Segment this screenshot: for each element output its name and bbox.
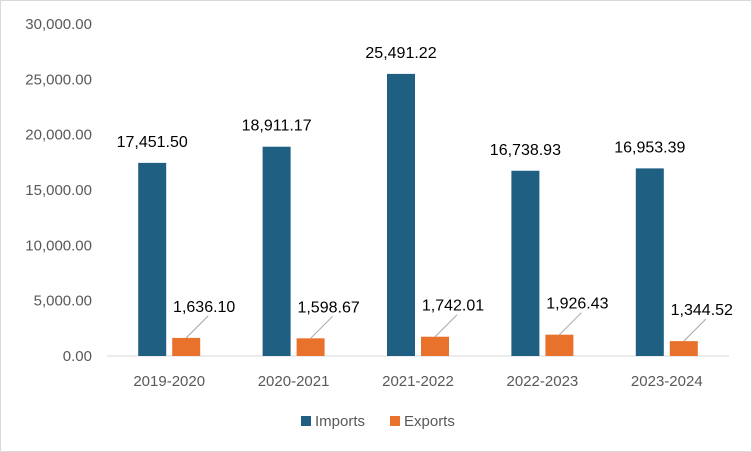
exports-leader-line	[683, 318, 707, 342]
exports-bar	[296, 338, 325, 356]
imports-bar	[138, 162, 167, 356]
y-tick-label: 10,000.00	[25, 237, 92, 254]
exports-data-label: 1,344.52	[671, 302, 733, 319]
imports-bar	[511, 170, 540, 356]
exports-leader-line	[559, 312, 582, 336]
y-tick-label: 30,000.00	[25, 16, 92, 33]
x-tick-label: 2019-2020	[133, 373, 205, 390]
imports-bar	[262, 146, 291, 356]
legend-label: Exports	[404, 413, 455, 430]
y-tick-label: 0.00	[63, 348, 92, 365]
y-tick-label: 5,000.00	[34, 293, 92, 310]
imports-data-label: 25,491.22	[365, 45, 436, 62]
imports-data-label: 16,738.93	[490, 142, 561, 159]
y-tick-label: 25,000.00	[25, 71, 92, 88]
exports-data-label: 1,598.67	[297, 299, 359, 316]
imports-bar	[387, 73, 415, 357]
exports-data-label: 1,926.43	[546, 296, 608, 313]
exports-leader-line	[310, 315, 333, 339]
exports-bar	[545, 334, 574, 356]
legend-swatch	[390, 416, 400, 426]
x-tick-label: 2020-2021	[258, 373, 330, 390]
exports-bar	[421, 336, 449, 356]
x-tick-label: 2022-2023	[507, 373, 579, 390]
x-tick-label: 2021-2022	[382, 373, 454, 390]
imports-data-label: 18,911.17	[242, 118, 312, 135]
legend-label: Imports	[315, 413, 365, 430]
imports-data-label: 16,953.39	[614, 139, 685, 156]
y-tick-label: 20,000.00	[25, 127, 92, 144]
legend-swatch	[301, 416, 311, 426]
exports-bar	[669, 341, 698, 356]
x-tick-label: 2023-2024	[631, 373, 703, 390]
exports-leader-line	[434, 314, 458, 338]
y-tick-label: 15,000.00	[25, 182, 92, 199]
exports-leader-line	[185, 315, 209, 339]
imports-data-label: 17,451.50	[117, 134, 188, 151]
exports-bar	[172, 337, 201, 356]
exports-data-label: 1,742.01	[422, 298, 484, 315]
exports-data-label: 1,636.10	[173, 299, 235, 316]
imports-bar	[635, 168, 664, 356]
